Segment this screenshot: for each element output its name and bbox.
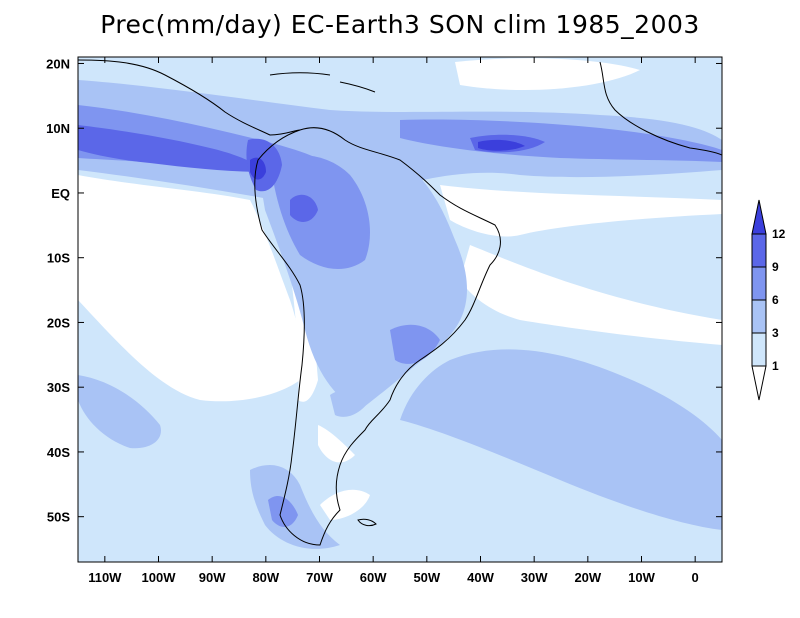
colorbar-segment (751, 299, 767, 334)
lat-tick-label: 10N (46, 121, 70, 136)
band-3-6-southern-chile (250, 465, 340, 549)
dry-zone-southeast-pacific (78, 175, 302, 402)
band-6-9-atlantic-itcz (400, 119, 722, 162)
coastlines (78, 59, 722, 546)
lon-tick-label: 0 (692, 570, 699, 585)
coast-africa (599, 61, 722, 156)
band-6-9-chile-coast (268, 495, 298, 527)
band-3-6-south-atlantic (400, 349, 722, 530)
lon-tick-label: 90W (199, 570, 226, 585)
lon-tick-label: 50W (413, 570, 440, 585)
colorbar-level-label: 6 (772, 293, 779, 307)
colorbar-segment (751, 266, 767, 301)
lat-tick-label: 20S (47, 315, 70, 330)
lat-tick-label: 30S (47, 380, 70, 395)
lon-tick-label: 80W (252, 570, 279, 585)
lon-tick-label: 20W (574, 570, 601, 585)
coast-south-america (254, 127, 501, 546)
colorbar-level-label: 9 (772, 260, 779, 274)
colorbar-min-triangle (751, 365, 767, 401)
band-9-12-panama (78, 125, 265, 172)
lat-tick-label: EQ (51, 186, 70, 201)
dry-zone-south-atlantic-coast (460, 245, 722, 345)
band-gt12-atlantic (478, 139, 525, 151)
lon-tick-label: 100W (142, 570, 177, 585)
colorbar-segment (751, 233, 767, 268)
lat-tick-label: 40S (47, 445, 70, 460)
lat-tick-label: 20N (46, 56, 70, 71)
lat-tick-label: 50S (47, 510, 70, 525)
lon-tick-label: 110W (88, 570, 122, 585)
colorbar-level-label: 1 (772, 359, 779, 373)
lon-tick-label: 60W (360, 570, 387, 585)
plot-frame (77, 56, 723, 563)
coast-central-america (78, 59, 301, 136)
lon-tick-label: 10W (628, 570, 655, 585)
colorbar-segment (751, 332, 767, 367)
band-9-12-amazon (290, 194, 318, 222)
coast-falklands (357, 518, 377, 527)
band-6-9-southeast-brazil (390, 324, 440, 364)
colorbar-level-label: 12 (772, 227, 786, 241)
lon-tick-label: 40W (467, 570, 494, 585)
coast-caribbean-islands (269, 72, 376, 93)
precipitation-field (78, 57, 722, 562)
band-6-9-western-amazon (270, 155, 370, 270)
band-gt12-colombia (250, 157, 266, 180)
dry-zone-north-atlantic (455, 58, 640, 90)
band-3-6-south-pacific (78, 375, 161, 449)
colorbar: 1 3 6 9 12 (751, 199, 786, 401)
band-3-6-south-brazil (330, 389, 370, 417)
colorbar-max-triangle (751, 199, 767, 235)
axis-labels: 110W 100W 90W 80W 70W 60W 50W 40W 30W 20W 10W 0 20N 1… (46, 56, 699, 585)
lon-tick-label: 70W (306, 570, 333, 585)
colorbar-level-label: 3 (772, 326, 779, 340)
dry-zone-patagonia (320, 489, 370, 520)
lon-tick-label: 30W (521, 570, 548, 585)
axis-ticks (78, 57, 722, 562)
dry-zone-equatorial-atlantic (440, 185, 722, 237)
band-3-6-itcz-pacific (78, 80, 722, 210)
lat-tick-label: 10S (47, 251, 70, 266)
map-title: Prec(mm/day) EC-Earth3 SON clim 1985_200… (100, 10, 700, 39)
